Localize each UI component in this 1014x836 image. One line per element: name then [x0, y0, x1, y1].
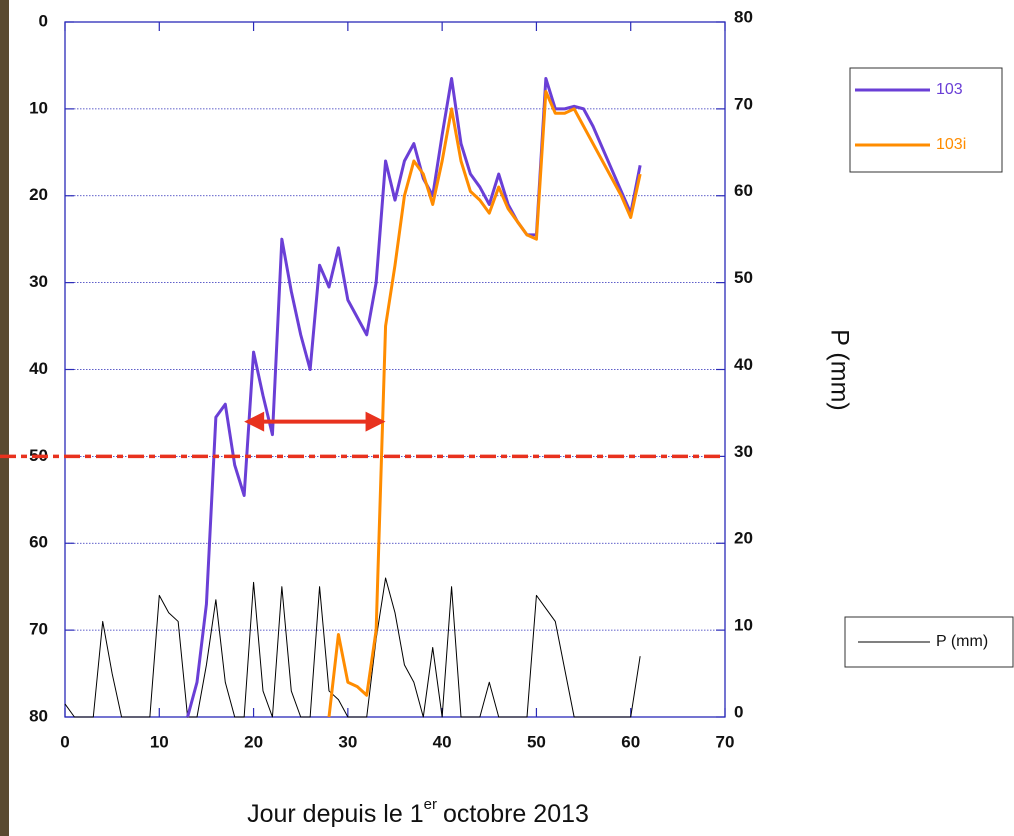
- plot-frame: [64, 21, 726, 718]
- y-tick-label: 70: [29, 620, 48, 639]
- y2-tick-label: 70: [734, 94, 753, 113]
- y2-tick-label: 10: [734, 616, 753, 635]
- y-tick-label: 80: [29, 706, 48, 725]
- x-tick-label: 30: [338, 732, 357, 751]
- legend-label: 103i: [936, 136, 966, 153]
- x-axis-label: Jour depuis le 1er octobre 2013: [247, 796, 589, 828]
- x-tick-label: 0: [60, 732, 69, 751]
- y-tick-label: 0: [39, 11, 48, 30]
- y2-tick-label: 20: [734, 529, 753, 548]
- x-tick-label: 50: [527, 732, 546, 751]
- y2-axis-label: P (mm): [825, 329, 853, 410]
- background-strip: [0, 0, 9, 836]
- x-label-sup: er: [424, 796, 437, 813]
- y-tick-label: 40: [29, 359, 48, 378]
- x-tick-label: 20: [244, 732, 263, 751]
- y2-tick-label: 0: [734, 702, 743, 721]
- y-tick-label: 10: [29, 98, 48, 117]
- series-line: [186, 76, 642, 718]
- y2-tick-label: 80: [734, 7, 753, 26]
- x-label-text: Jour depuis le 1: [247, 800, 424, 828]
- series-line: [327, 90, 642, 718]
- arrow-head: [365, 411, 386, 432]
- y2-tick-label: 40: [734, 355, 753, 374]
- series-line: [64, 577, 641, 718]
- y-tick-label: 30: [29, 272, 48, 291]
- x-tick-label: 70: [716, 732, 735, 751]
- x-label-rest: octobre 2013: [443, 800, 589, 828]
- x-tick-label: 60: [621, 732, 640, 751]
- x-tick-label: 10: [150, 732, 169, 751]
- legend-label: 103: [936, 81, 963, 98]
- arrow-head: [244, 411, 265, 432]
- x-tick-label: 40: [433, 732, 452, 751]
- y2-tick-label: 50: [734, 268, 753, 287]
- y2-tick-label: 30: [734, 442, 753, 461]
- y2-tick-label: 60: [734, 181, 753, 200]
- legend-label: P (mm): [936, 633, 988, 650]
- legend-box: [849, 67, 1003, 173]
- y-tick-label: 20: [29, 185, 48, 204]
- y-tick-label: 60: [29, 533, 48, 552]
